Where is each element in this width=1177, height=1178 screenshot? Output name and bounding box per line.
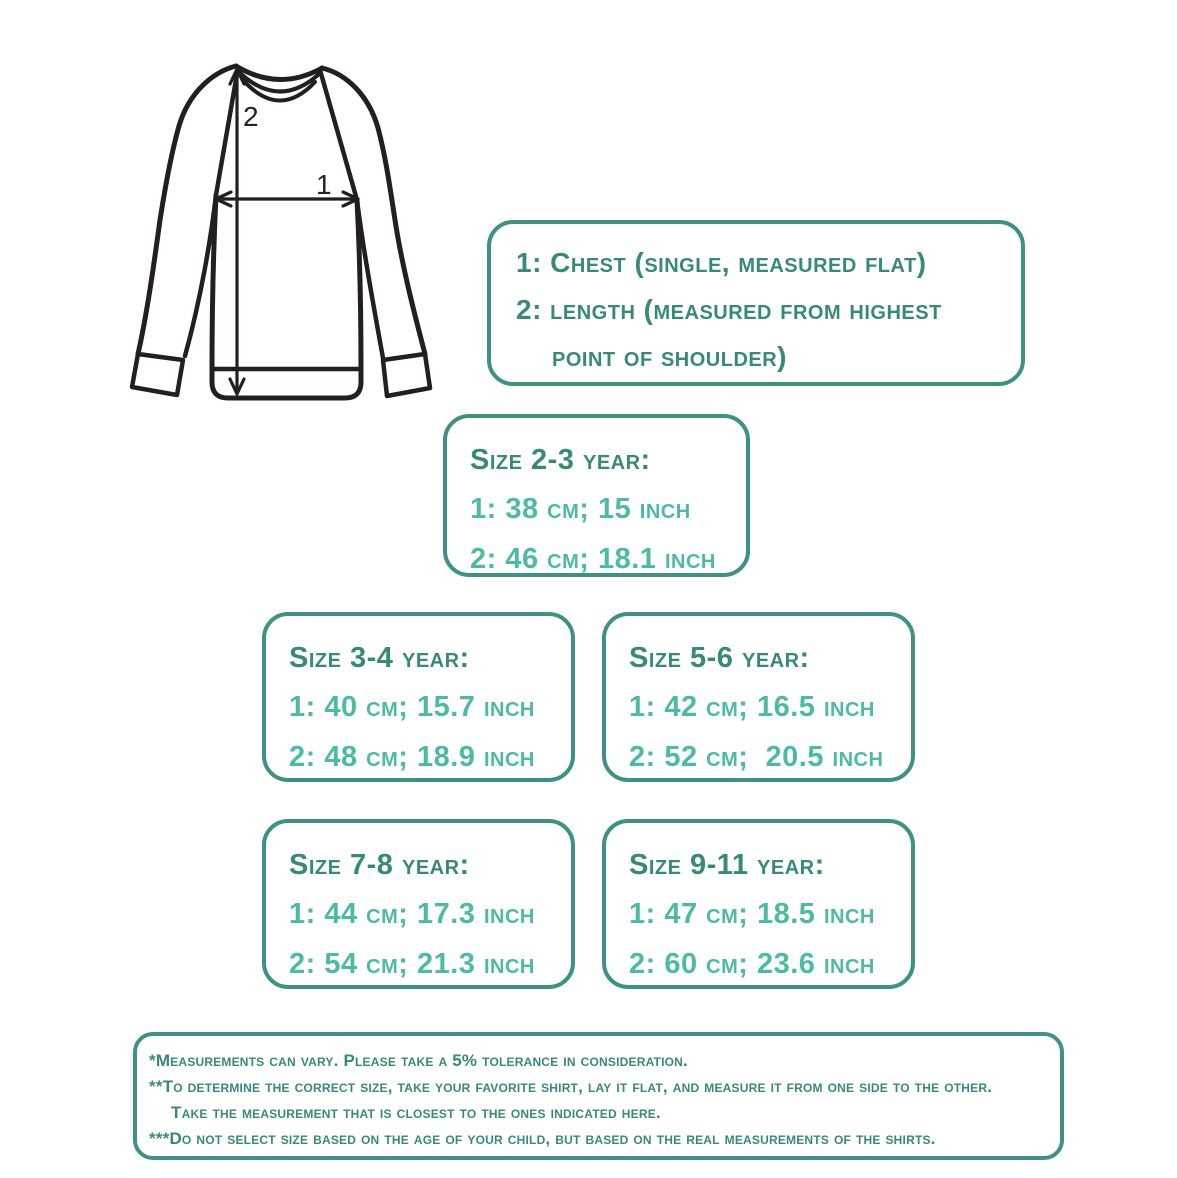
left-cuff xyxy=(129,351,186,398)
size-title: Size 9-11 year: xyxy=(629,849,825,881)
length-arrow-label: 2 xyxy=(243,101,259,132)
chest-arrow xyxy=(214,190,360,208)
chest-measurement: 1: 40 cm; 15.7 inch xyxy=(289,691,535,723)
right-cuff xyxy=(380,351,433,399)
footnote-how-to-measure-cont: Take the measurement that is closest to … xyxy=(171,1103,661,1122)
size-box-3-4-year: Size 3-4 year: 1: 40 cm; 15.7 inch 2: 48… xyxy=(262,612,575,782)
chest-measurement: 1: 44 cm; 17.3 inch xyxy=(289,898,535,930)
length-measurement: 2: 60 cm; 23.6 inch xyxy=(629,948,875,980)
chest-measurement: 1: 42 cm; 16.5 inch xyxy=(629,691,875,723)
footnote-how-to-measure: **To determine the correct size, take yo… xyxy=(149,1077,993,1096)
legend-line-length-cont: point of shoulder) xyxy=(552,341,787,372)
legend-line-chest: 1: Chest (single, measured flat) xyxy=(516,247,927,278)
size-box-2-3-year: Size 2-3 year: 1: 38 cm; 15 inch 2: 46 c… xyxy=(443,414,750,577)
footnote-age-warning: ***Do not select size based on the age o… xyxy=(149,1129,936,1148)
size-title: Size 3-4 year: xyxy=(289,642,470,674)
length-measurement: 2: 54 cm; 21.3 inch xyxy=(289,948,535,980)
size-box-7-8-year: Size 7-8 year: 1: 44 cm; 17.3 inch 2: 54… xyxy=(262,819,575,989)
chest-arrow-label: 1 xyxy=(316,169,332,200)
length-measurement: 2: 48 cm; 18.9 inch xyxy=(289,741,535,773)
footnotes-box: *Measurements can vary. Please take a 5%… xyxy=(133,1032,1064,1160)
measurement-legend-box: 1: Chest (single, measured flat) 2: leng… xyxy=(487,220,1025,386)
size-title: Size 5-6 year: xyxy=(629,642,810,674)
chest-measurement: 1: 47 cm; 18.5 inch xyxy=(629,898,875,930)
chest-measurement: 1: 38 cm; 15 inch xyxy=(470,493,691,525)
collar-rim xyxy=(233,63,325,82)
left-raglan-seam xyxy=(213,65,241,198)
right-raglan-seam xyxy=(317,67,360,203)
length-measurement: 2: 52 cm; 20.5 inch xyxy=(629,741,884,773)
footnote-tolerance: *Measurements can vary. Please take a 5%… xyxy=(149,1051,688,1070)
legend-line-length: 2: length (measured from highest xyxy=(516,294,942,325)
size-title: Size 7-8 year: xyxy=(289,849,470,881)
length-arrow xyxy=(228,67,246,396)
sweater-diagram: 2 1 xyxy=(129,63,433,401)
size-box-5-6-year: Size 5-6 year: 1: 42 cm; 16.5 inch 2: 52… xyxy=(602,612,915,782)
length-measurement: 2: 46 cm; 18.1 inch xyxy=(470,543,716,575)
size-box-9-11-year: Size 9-11 year: 1: 47 cm; 18.5 inch 2: 6… xyxy=(602,819,915,989)
sweater-outline xyxy=(129,63,433,401)
size-title: Size 2-3 year: xyxy=(470,444,651,476)
